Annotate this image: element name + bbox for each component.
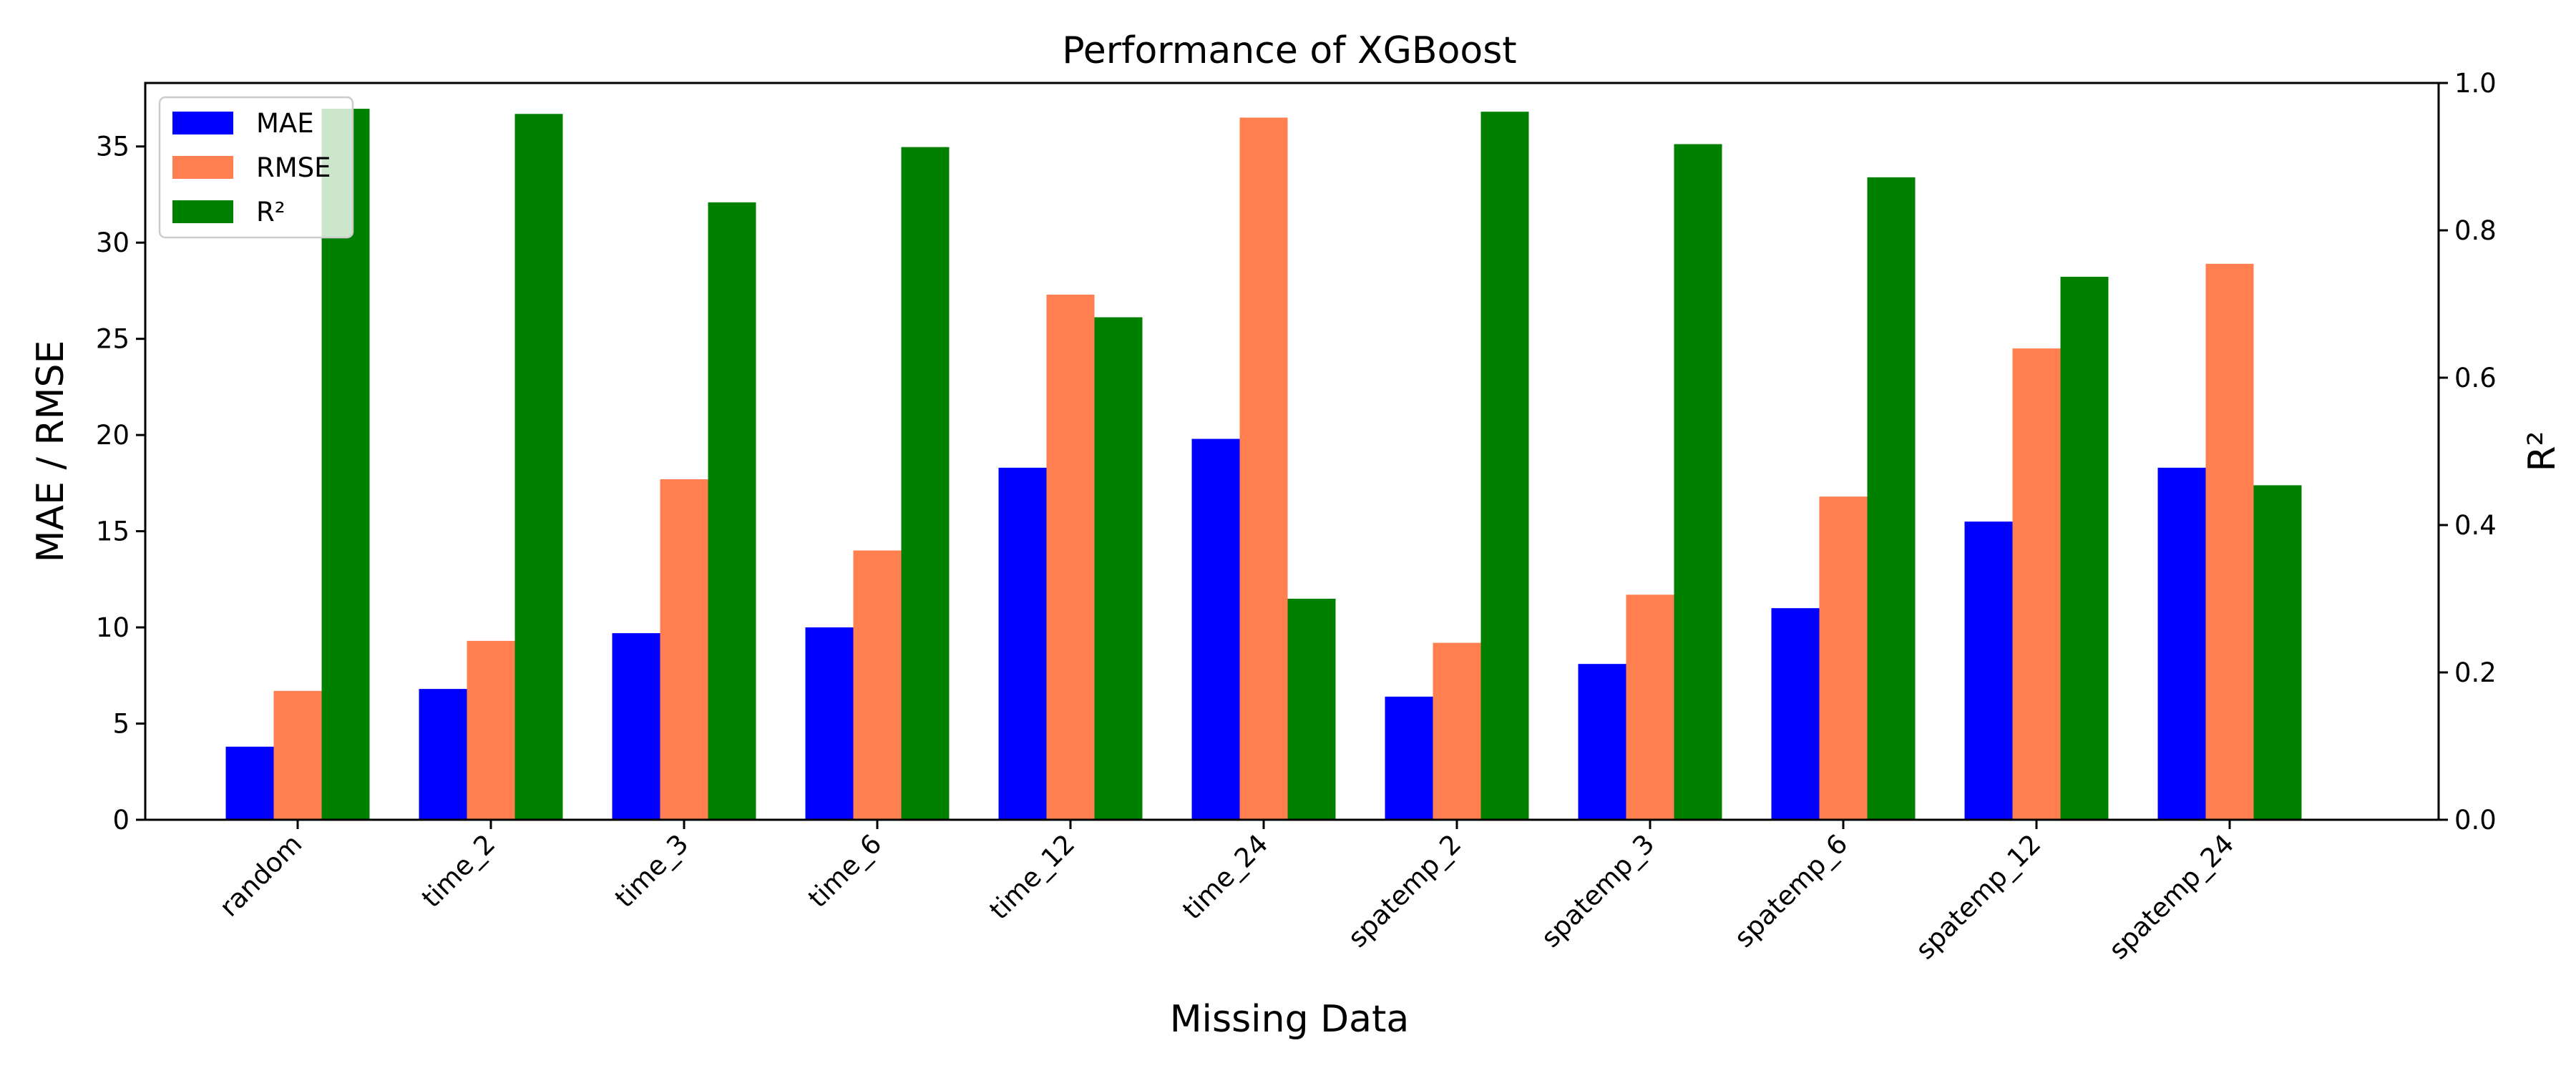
y-axis-label-left: MAE / RMSE [29,340,72,563]
x-axis-label: Missing Data [1170,998,1410,1041]
bar-r-time_6 [901,147,950,820]
bar-rmse-spatemp_24 [2205,263,2254,820]
bar-mae-spatemp_24 [2157,467,2206,820]
bar-r-time_2 [514,114,563,820]
plot-frame [144,82,2440,821]
left-tick-label: 20 [96,420,130,451]
legend-label: MAE [256,108,314,139]
bar-r-spatemp_2 [1480,112,1529,820]
left-tick-label: 35 [96,132,130,162]
left-tick-label: 0 [112,805,130,836]
bar-r-spatemp_3 [1674,144,1722,820]
legend-swatch-mae [172,112,233,134]
bar-rmse-spatemp_12 [2012,348,2061,820]
bar-mae-time_12 [998,467,1047,820]
bar-rmse-time_24 [1239,117,1288,820]
right-tick-label: 0.4 [2454,510,2497,541]
right-tick-label: 0.2 [2454,657,2497,688]
left-tick-label: 25 [96,324,130,355]
bar-r-time_3 [708,202,756,820]
bar-rmse-time_3 [660,479,708,820]
bar-mae-spatemp_2 [1385,696,1433,820]
bar-r-spatemp_12 [2060,276,2109,820]
bar-r-time_24 [1287,599,1336,820]
bar-mae-random [225,746,274,820]
bar-rmse-spatemp_2 [1433,642,1481,820]
bar-rmse-spatemp_6 [1819,496,1868,820]
left-tick-label: 10 [96,612,130,643]
bar-rmse-random [273,690,322,820]
legend-label: RMSE [256,152,331,183]
bar-r-spatemp_24 [2253,485,2302,820]
right-tick-label: 1.0 [2454,68,2497,99]
right-axis: 0.0 0.2 0.4 0.6 0.8 1.0 [2439,68,2497,836]
left-tick-label: 5 [112,709,130,740]
right-tick-label: 0.8 [2454,215,2497,246]
y-axis-label-right: R² [2521,431,2564,472]
legend: MAE RMSE R² [158,96,354,239]
bar-mae-spatemp_12 [1964,521,2013,820]
legend-label: R² [256,197,286,227]
bar-mae-time_2 [419,689,467,820]
bar-mae-spatemp_3 [1578,664,1626,820]
bar-mae-time_24 [1191,438,1240,820]
bar-mae-time_3 [612,633,660,820]
left-tick-label: 15 [96,516,130,547]
legend-swatch-r [172,200,233,223]
right-tick-label: 0.6 [2454,363,2497,393]
bar-rmse-time_2 [467,640,515,820]
bar-mae-time_6 [805,627,854,820]
left-tick-label: 30 [96,227,130,258]
chart-title: Performance of XGBoost [1062,29,1516,72]
right-tick-label: 0.0 [2454,805,2497,836]
bar-rmse-spatemp_3 [1626,594,1674,820]
bar-mae-spatemp_6 [1771,608,1820,820]
bar-r-time_12 [1094,317,1143,820]
legend-swatch-rmse [172,156,233,179]
bar-rmse-time_12 [1046,294,1095,820]
bar-r-spatemp_6 [1867,177,1916,820]
bar-rmse-time_6 [853,550,902,820]
left-axis: 0 5 10 15 20 25 30 35 [96,132,145,836]
